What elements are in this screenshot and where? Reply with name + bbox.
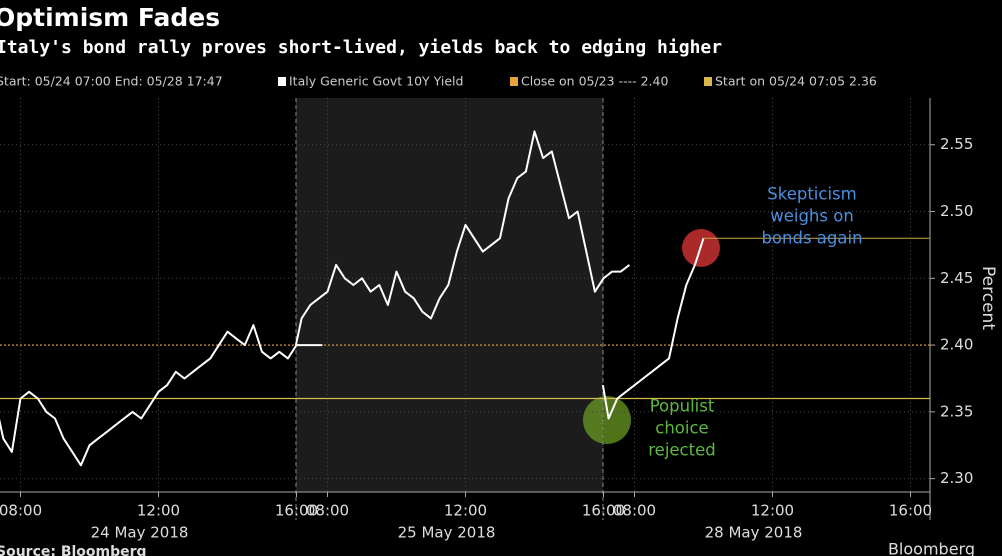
- session-shade: [296, 98, 603, 492]
- y-tick-label: 2.50: [940, 202, 973, 220]
- range-label: Start: 05/24 07:00 End: 05/28 17:47: [0, 74, 223, 89]
- x-tick-label: 12:00: [444, 502, 487, 520]
- annotation: rejected: [648, 441, 715, 460]
- y-axis-label: Percent: [978, 266, 998, 330]
- series-line: [0, 130, 705, 467]
- annotation: Skepticism: [767, 185, 856, 204]
- annotation: bonds again: [761, 229, 862, 248]
- x-day-label: 28 May 2018: [705, 524, 803, 542]
- x-tick-label: 08:00: [306, 502, 349, 520]
- highlight-circle: [583, 396, 631, 444]
- brand: Bloomberg: [888, 540, 975, 556]
- x-tick-label: 12:00: [137, 502, 180, 520]
- x-tick-label: 08:00: [0, 502, 42, 520]
- annotation: Populist: [650, 397, 715, 416]
- chart-subtitle: Italy's bond rally proves short-lived, y…: [0, 37, 722, 58]
- x-tick-label: 08:00: [613, 502, 656, 520]
- legend-swatch: [278, 77, 286, 86]
- annotation: weighs on: [770, 207, 854, 226]
- x-tick-label: 16:00: [275, 502, 318, 520]
- legend-label: Italy Generic Govt 10Y Yield: [289, 74, 463, 89]
- y-tick-label: 2.30: [940, 469, 973, 487]
- source: Source: Bloomberg: [0, 544, 147, 556]
- legend: Start: 05/24 07:00 End: 05/28 17:47 Ital…: [0, 74, 877, 89]
- x-tick-label: 12:00: [751, 502, 794, 520]
- legend-label: Close on 05/23 ---- 2.40: [521, 74, 668, 89]
- legend-label: Start on 05/24 07:05 2.36: [715, 74, 877, 89]
- y-tick-label: 2.40: [940, 336, 973, 354]
- chart-title: Optimism Fades: [0, 3, 220, 32]
- y-tick-label: 2.55: [940, 135, 973, 153]
- y-tick-label: 2.45: [940, 269, 973, 287]
- y-tick-label: 2.35: [940, 402, 973, 420]
- legend-swatch: [704, 77, 712, 86]
- x-tick-label: 16:00: [582, 502, 625, 520]
- legend-swatch: [510, 77, 518, 86]
- annotation: choice: [655, 419, 708, 438]
- x-day-label: 25 May 2018: [398, 524, 496, 542]
- x-tick-label: 16:00: [889, 502, 932, 520]
- x-day-label: 24 May 2018: [91, 524, 189, 542]
